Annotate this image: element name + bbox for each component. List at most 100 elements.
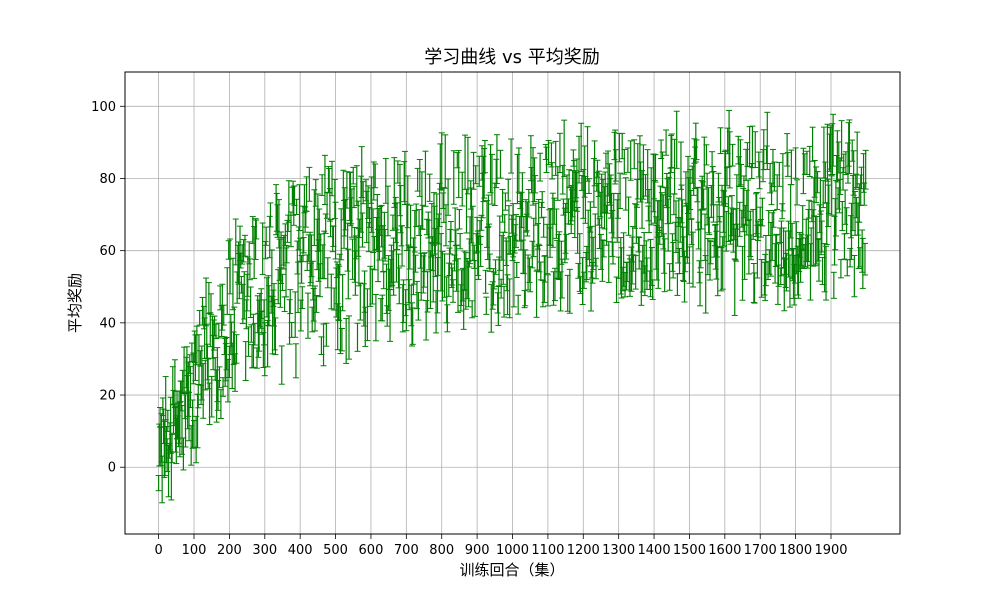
error-bar <box>513 261 520 278</box>
y-tick-label: 60 <box>99 244 116 259</box>
error-bar <box>412 254 419 273</box>
error-bar <box>663 129 670 156</box>
error-bar <box>450 279 457 303</box>
error-bar <box>723 167 730 187</box>
error-bar <box>794 179 801 206</box>
error-bar <box>818 210 825 256</box>
error-bar <box>545 139 552 166</box>
error-bar <box>194 393 201 449</box>
error-bar <box>250 313 257 368</box>
error-bar <box>329 160 336 197</box>
error-bar <box>576 233 583 292</box>
error-bar <box>556 132 563 174</box>
error-bar <box>733 208 740 262</box>
error-bar <box>367 265 374 307</box>
error-bar <box>776 161 783 187</box>
error-bar <box>515 294 522 315</box>
error-bar <box>845 122 852 167</box>
error-bar <box>621 148 628 175</box>
x-tick-label: 800 <box>429 543 454 558</box>
y-axis-ticks: 0 20 40 60 80 100 <box>91 100 125 476</box>
error-bar <box>726 131 733 189</box>
error-bar <box>632 255 639 290</box>
error-bar <box>306 166 313 202</box>
x-tick-label: 900 <box>465 543 490 558</box>
error-bar <box>692 122 699 163</box>
error-bar <box>659 151 666 188</box>
error-bar <box>497 149 504 179</box>
error-bar <box>770 209 777 228</box>
error-bar <box>599 239 606 282</box>
error-bar <box>272 317 279 356</box>
error-bar <box>823 245 830 301</box>
error-bar <box>364 288 371 342</box>
error-bar <box>670 242 677 279</box>
error-bar <box>434 257 441 314</box>
error-bar <box>505 178 512 202</box>
error-bar <box>359 212 366 248</box>
error-bar <box>409 307 416 345</box>
error-bar <box>259 222 266 275</box>
error-bar <box>267 202 274 228</box>
error-bar <box>181 393 188 420</box>
error-bar <box>283 247 290 298</box>
error-bar <box>462 252 469 310</box>
error-bar <box>694 187 701 231</box>
error-bar <box>777 267 784 286</box>
error-bar <box>411 246 418 285</box>
error-bar <box>290 180 297 216</box>
error-bar <box>700 188 707 210</box>
x-tick-label: 1000 <box>496 543 529 558</box>
error-bar <box>667 167 674 224</box>
x-axis-label: 训练回合（集） <box>459 561 564 579</box>
error-bar <box>622 177 629 211</box>
error-bar <box>800 147 807 195</box>
error-bar <box>292 291 299 338</box>
error-bar <box>233 334 240 364</box>
error-bar <box>444 304 451 333</box>
error-bar <box>265 275 272 326</box>
error-bar <box>716 216 723 248</box>
x-tick-label: 1900 <box>814 543 847 558</box>
y-tick-label: 40 <box>99 316 116 331</box>
error-bar <box>440 192 447 209</box>
error-bar <box>422 150 429 207</box>
error-bar <box>614 199 621 243</box>
error-bar <box>754 224 761 279</box>
error-bar <box>678 184 685 224</box>
error-bar <box>846 119 853 174</box>
x-tick-label: 100 <box>182 543 207 558</box>
error-bar <box>279 273 286 291</box>
error-bar <box>825 178 832 228</box>
error-bar <box>464 136 471 195</box>
error-bar <box>439 251 446 302</box>
error-bar <box>324 257 331 289</box>
error-bar <box>406 246 413 270</box>
error-bar <box>472 165 479 185</box>
error-bar <box>300 237 307 254</box>
error-bar <box>680 236 687 282</box>
error-bar <box>750 262 757 303</box>
error-bar <box>539 191 546 208</box>
error-bar <box>208 375 215 418</box>
error-bar <box>566 268 573 314</box>
error-bar <box>471 260 478 317</box>
error-bar <box>803 150 810 176</box>
error-bar <box>287 289 294 315</box>
error-bar <box>748 163 755 180</box>
error-bar <box>581 145 588 198</box>
error-bar <box>313 295 320 313</box>
error-bar <box>737 139 744 188</box>
error-bar <box>292 343 299 379</box>
error-bar <box>408 302 415 347</box>
error-bar <box>579 257 586 305</box>
error-bar <box>705 187 712 234</box>
error-bar <box>395 253 402 289</box>
error-bar <box>316 263 323 298</box>
error-bar <box>627 140 634 181</box>
x-tick-label: 1500 <box>673 543 706 558</box>
error-bar <box>843 207 850 234</box>
error-bar <box>447 220 454 243</box>
error-bar <box>558 240 565 265</box>
error-bar <box>672 221 679 241</box>
